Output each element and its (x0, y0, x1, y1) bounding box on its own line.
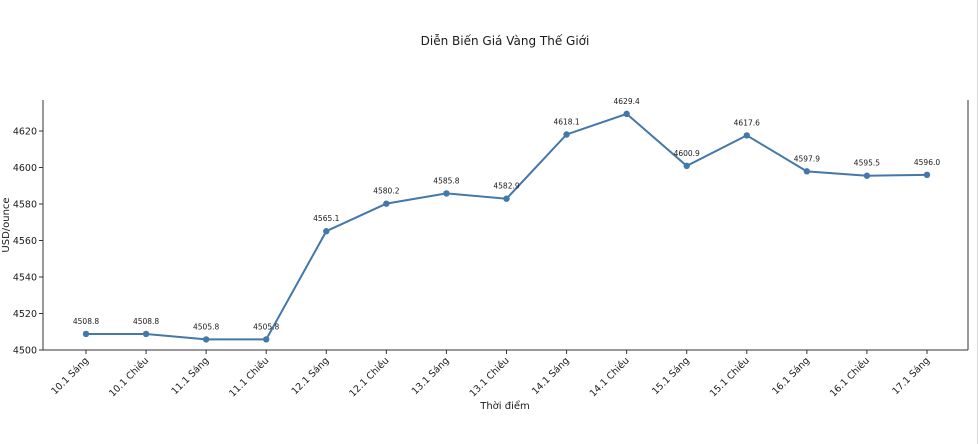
data-label: 4597.9 (794, 154, 820, 163)
data-label: 4618.1 (553, 117, 579, 126)
data-point (263, 336, 270, 343)
data-label: 4629.4 (614, 97, 640, 106)
y-tick-label: 4560 (13, 236, 37, 247)
y-tick-label: 4520 (13, 309, 37, 320)
data-label: 4508.8 (73, 317, 99, 326)
plot-area: 4500 4520 4540 4560 4580 4600 4620 10.1 Sáng 10.… (13, 97, 969, 399)
y-tick-label: 4540 (13, 273, 37, 284)
y-tick-label: 4580 (13, 200, 37, 211)
data-point (383, 200, 390, 207)
data-point (863, 172, 871, 179)
data-point (623, 110, 630, 118)
data-point (503, 195, 510, 202)
x-tick-label: 14.1 Chiều (588, 355, 632, 399)
x-tick-label: 10.1 Chiều (107, 355, 151, 399)
data-point (443, 190, 450, 197)
data-label: 4582.9 (493, 182, 519, 191)
data-point (683, 162, 690, 170)
data-label: 4505.8 (193, 322, 219, 331)
data-label: 4565.1 (313, 214, 339, 223)
data-point (563, 131, 570, 138)
data-label: 4585.8 (433, 176, 459, 185)
data-label: 4596.0 (914, 158, 940, 167)
data-point (743, 132, 750, 139)
data-label: 4580.2 (373, 187, 399, 196)
x-tick-label: 16.1 Sáng (770, 355, 812, 397)
data-point (202, 336, 210, 343)
x-tick-label: 12.1 Sáng (290, 355, 332, 397)
data-label: 4595.5 (854, 159, 880, 168)
x-tick-label: 15.1 Sáng (650, 355, 692, 397)
data-point (323, 228, 330, 235)
x-axis-label: Thời điểm (479, 399, 530, 412)
x-tick-label: 11.1 Sáng (169, 355, 211, 397)
x-tick-label: 13.1 Chiều (468, 355, 512, 399)
y-axis-label: USD/ounce (1, 197, 12, 252)
x-tick-label: 17.1 Sáng (890, 355, 932, 397)
series-line (86, 112, 928, 341)
data-label: 4600.9 (674, 149, 700, 158)
data-label: 4505.8 (253, 322, 279, 331)
data-point (803, 168, 811, 175)
chart-title: Diễn Biến Giá Vàng Thế Giới (421, 34, 590, 48)
y-tick-label: 4620 (13, 127, 37, 138)
y-tick-label: 4600 (13, 163, 37, 174)
x-tick-label: 13.1 Sáng (410, 355, 452, 397)
x-tick-label: 15.1 Chiều (708, 355, 752, 399)
y-tick-label: 4500 (13, 346, 37, 357)
x-tick-label: 10.1 Sáng (49, 355, 91, 397)
data-point (142, 330, 150, 338)
data-label: 4617.6 (734, 118, 760, 127)
x-tick-label: 12.1 Chiều (347, 355, 391, 399)
data-label: 4508.8 (133, 317, 159, 326)
x-tick-label: 11.1 Chiều (227, 355, 271, 399)
data-point (923, 171, 931, 179)
x-tick-label: 14.1 Sáng (530, 355, 572, 397)
x-tick-label: 16.1 Chiều (828, 355, 872, 399)
data-point (82, 330, 90, 338)
